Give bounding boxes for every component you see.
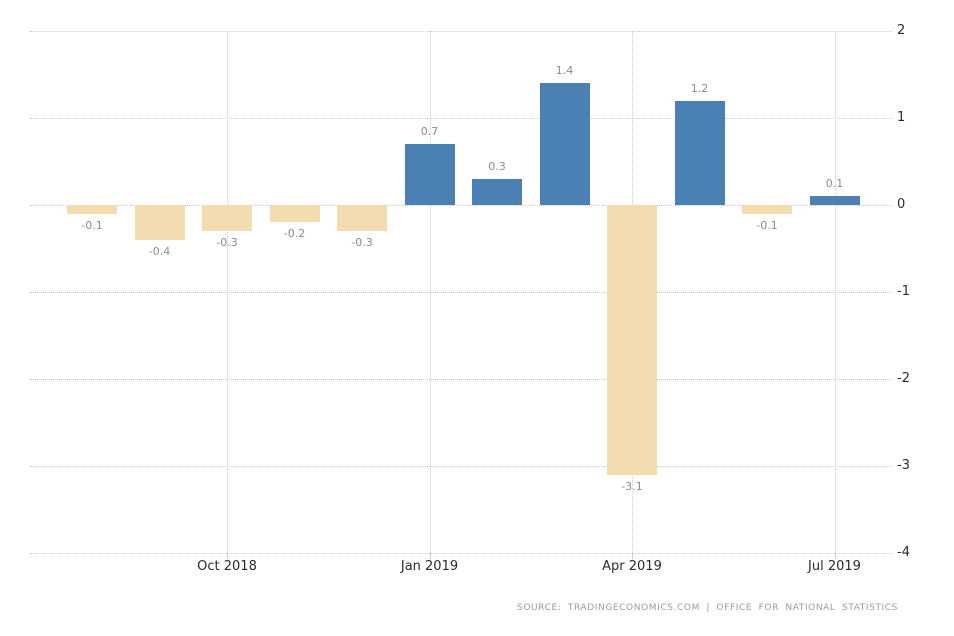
x-axis-tickmark [429,553,431,559]
source-attribution: SOURCE: TRADINGECONOMICS.COM | OFFICE FO… [517,603,898,613]
gridline-horizontal [30,118,892,119]
bar-value-label: -0.3 [216,236,238,250]
bar-feb-2019[interactable] [472,178,522,205]
bar-value-label: 0.7 [420,125,439,139]
y-axis-tick-label: -3 [897,458,910,473]
gridline-horizontal [30,205,892,206]
gridline-horizontal [30,31,892,32]
gridline-vertical [227,31,228,553]
bar-jul-2019[interactable] [809,196,860,205]
gridline-vertical [429,31,431,553]
bar-value-label: 0.1 [825,177,844,191]
x-axis-tick-label: Oct 2018 [197,559,257,574]
bar-mar-2019[interactable] [539,83,590,205]
bar-dec-2018[interactable] [337,205,387,232]
bar-value-label: -0.1 [81,218,103,232]
y-axis-tick-label: -4 [897,545,910,560]
x-axis-tick-label: Apr 2019 [602,559,662,574]
bar-value-label: -0.1 [756,218,778,232]
plot-area: -0.1 -0.4 -0.3 -0.2 -0.3 0.7 0.3 1.4 -3.1 1.2 -0.1… [30,31,892,554]
x-axis-tick-label: Jul 2019 [808,559,861,574]
y-axis-tick-label: 1 [897,110,906,125]
gridline-horizontal [30,379,892,380]
bar-aug-2018[interactable] [67,205,117,214]
bar-value-label: -3.1 [621,479,643,493]
bar-value-label: -0.4 [148,244,171,258]
bar-value-label: -0.3 [351,236,373,250]
bar-value-label: 0.3 [488,159,506,173]
y-axis-tick-label: 0 [897,197,906,212]
y-axis-tick-label: -2 [897,371,910,386]
x-axis-tickmark [834,553,836,559]
bar-oct-2018[interactable] [202,205,252,232]
bar-jun-2019[interactable] [742,205,792,214]
bar-nov-2018[interactable] [269,205,320,223]
bar-sep-2018[interactable] [134,205,185,240]
y-axis-tick-label: 2 [897,23,906,38]
gridline-vertical [834,31,836,553]
y-axis-tick-label: -1 [897,284,910,299]
bar-value-label: 1.4 [555,64,574,78]
x-axis-tick-label: Jan 2019 [400,559,459,574]
bar-value-label: 1.2 [690,81,709,95]
bar-apr-2019[interactable] [607,205,657,475]
x-axis-tickmark [632,553,633,559]
bar-jan-2019[interactable] [404,144,455,205]
gridline-horizontal [30,292,892,293]
bar-value-label: -0.2 [283,227,306,241]
gridline-horizontal [30,466,892,467]
x-axis-tickmark [227,553,228,559]
gridline-horizontal [30,553,892,554]
bar-may-2019[interactable] [674,100,725,205]
